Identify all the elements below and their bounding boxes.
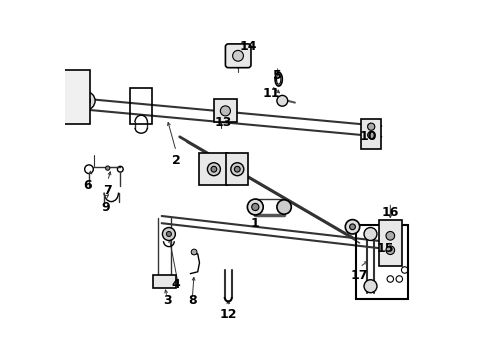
- Circle shape: [363, 228, 376, 240]
- Circle shape: [105, 166, 110, 170]
- Text: 7: 7: [103, 184, 112, 197]
- Circle shape: [345, 220, 359, 234]
- Bar: [64, 83, 86, 101]
- Text: 11: 11: [262, 87, 280, 100]
- Text: 14: 14: [239, 40, 256, 53]
- Circle shape: [191, 249, 197, 255]
- Circle shape: [232, 50, 243, 61]
- Circle shape: [276, 95, 287, 106]
- Circle shape: [276, 200, 291, 214]
- Circle shape: [247, 199, 263, 215]
- Text: 8: 8: [187, 294, 196, 307]
- Text: 2: 2: [171, 154, 180, 167]
- FancyBboxPatch shape: [62, 70, 89, 124]
- Circle shape: [77, 92, 95, 110]
- Circle shape: [385, 231, 394, 240]
- Circle shape: [385, 246, 394, 255]
- Text: 4: 4: [171, 278, 180, 291]
- Circle shape: [162, 228, 175, 240]
- Text: 16: 16: [381, 206, 398, 219]
- FancyBboxPatch shape: [361, 119, 381, 149]
- Circle shape: [166, 231, 171, 237]
- FancyBboxPatch shape: [153, 275, 175, 288]
- Circle shape: [220, 106, 230, 116]
- Text: 15: 15: [375, 242, 393, 255]
- FancyBboxPatch shape: [225, 44, 250, 68]
- Circle shape: [234, 166, 240, 172]
- Text: 17: 17: [350, 269, 367, 282]
- FancyBboxPatch shape: [226, 153, 247, 185]
- Circle shape: [211, 166, 216, 172]
- Text: 9: 9: [102, 201, 110, 213]
- Circle shape: [81, 96, 90, 105]
- Text: 5: 5: [272, 69, 281, 82]
- Circle shape: [363, 280, 376, 293]
- Text: 12: 12: [219, 309, 237, 321]
- Bar: [64, 72, 86, 115]
- Circle shape: [207, 163, 220, 176]
- FancyBboxPatch shape: [213, 99, 237, 122]
- Circle shape: [230, 163, 244, 176]
- FancyBboxPatch shape: [378, 220, 401, 266]
- Circle shape: [349, 224, 355, 230]
- Text: 1: 1: [250, 217, 259, 230]
- Text: 6: 6: [83, 179, 92, 192]
- Circle shape: [367, 131, 374, 139]
- FancyBboxPatch shape: [199, 153, 228, 185]
- Text: 10: 10: [359, 130, 377, 143]
- Circle shape: [251, 203, 258, 211]
- Text: 13: 13: [214, 116, 231, 129]
- Circle shape: [367, 123, 374, 130]
- Text: 3: 3: [163, 294, 171, 307]
